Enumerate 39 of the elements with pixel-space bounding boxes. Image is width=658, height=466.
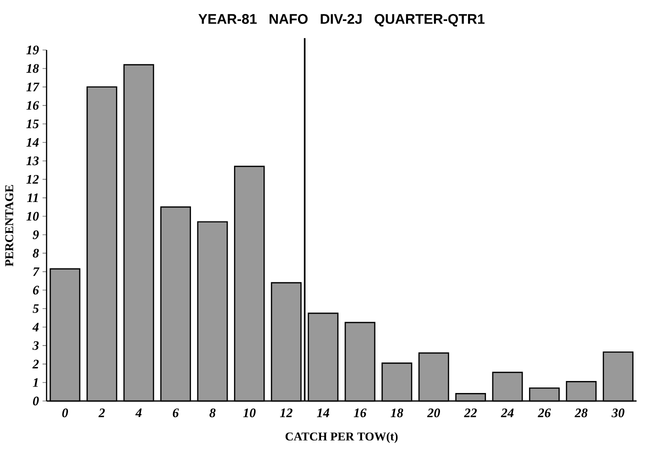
y-tick-label: 2 [32, 360, 39, 368]
y-tick-label: 8 [32, 248, 39, 258]
y-tick-label: 11 [27, 194, 38, 202]
y-tick-label: 16 [26, 101, 40, 110]
x-tick-label: 14 [316, 408, 330, 418]
y-tick-label: 3 [32, 341, 39, 350]
x-tick-label: 0 [62, 408, 68, 418]
x-tick-label: 10 [243, 408, 256, 418]
y-tick-label: 14 [26, 138, 39, 147]
y-tick-label: 6 [33, 286, 40, 295]
x-tick-label: 26 [538, 408, 551, 418]
y-tick-label: 17 [26, 82, 40, 92]
x-tick-label: 16 [354, 408, 366, 418]
y-tick-label: 10 [26, 212, 39, 221]
x-tick-label: 4 [135, 408, 142, 418]
x-tick-label: 20 [427, 408, 440, 418]
x-tick-label: 30 [612, 408, 624, 418]
x-tick-label: 12 [280, 408, 292, 418]
x-tick-label: 28 [574, 408, 588, 418]
y-tick-label: 19 [26, 46, 39, 54]
y-tick-label: 1 [32, 378, 38, 387]
x-tick-label: 24 [500, 408, 514, 418]
x-tick-label: 6 [172, 408, 179, 418]
y-axis-title: PERCENTAGE [5, 185, 14, 266]
y-tick-label: 0 [33, 396, 39, 406]
y-tick-label: 9 [32, 230, 39, 240]
y-tick-label: 12 [26, 175, 39, 184]
x-tick-label: 8 [210, 408, 216, 418]
y-tick-label: 5 [32, 304, 39, 313]
chart-title: YEAR-81 NAFO DIV-2J QUARTER-QTR1 [198, 14, 485, 27]
y-tick-label: 18 [26, 64, 39, 73]
y-tick-label: 15 [26, 120, 39, 128]
y-tick-label: 4 [32, 322, 39, 332]
x-axis-title: CATCH PER TOW(t) [286, 432, 398, 443]
x-tick-label: 2 [98, 408, 105, 418]
x-tick-label: 22 [464, 408, 477, 418]
y-tick-label: 13 [26, 156, 39, 166]
y-tick-label: 7 [33, 267, 40, 276]
x-tick-label: 18 [390, 408, 404, 418]
